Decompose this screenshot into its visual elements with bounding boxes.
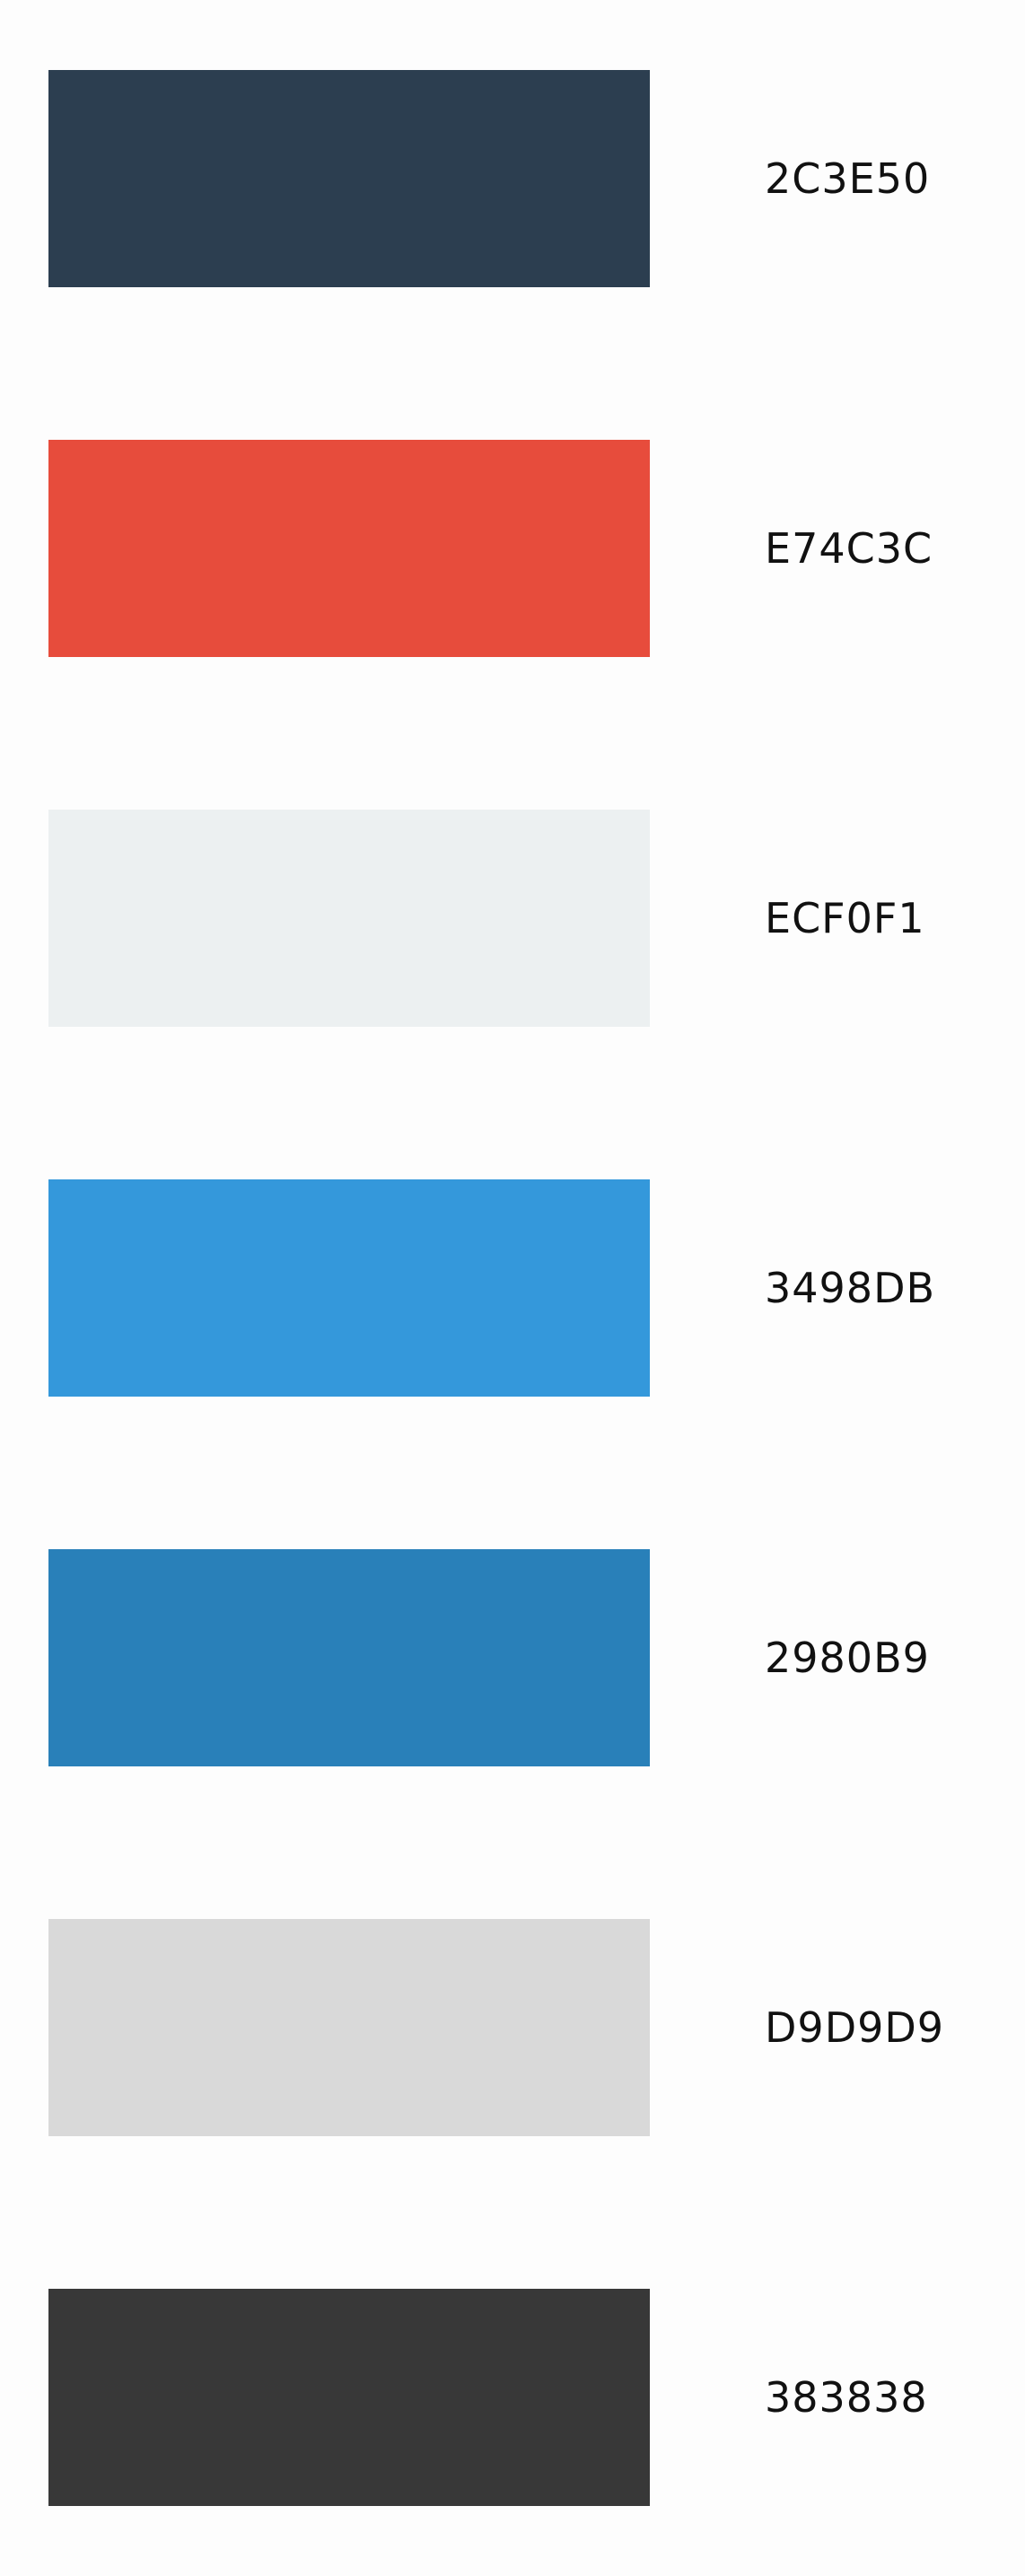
palette-row: 3498DB [0,1179,1025,1397]
color-swatch [48,70,650,287]
hex-code-label: ECF0F1 [765,894,925,942]
palette-row: 2C3E50 [0,70,1025,287]
hex-code-label: D9D9D9 [765,2003,945,2052]
hex-code-label: 2C3E50 [765,154,931,203]
palette-row: 2980B9 [0,1549,1025,1766]
hex-code-label: 3498DB [765,1264,936,1312]
color-swatch [48,1179,650,1397]
palette-row: E74C3C [0,440,1025,657]
color-swatch [48,1549,650,1766]
hex-code-label: 383838 [765,2373,928,2422]
color-swatch [48,1919,650,2136]
color-swatch [48,440,650,657]
palette-row: D9D9D9 [0,1919,1025,2136]
color-swatch [48,810,650,1027]
hex-code-label: E74C3C [765,524,933,573]
palette-row: ECF0F1 [0,810,1025,1027]
color-swatch [48,2289,650,2506]
palette-row: 383838 [0,2289,1025,2506]
hex-code-label: 2980B9 [765,1634,930,1682]
